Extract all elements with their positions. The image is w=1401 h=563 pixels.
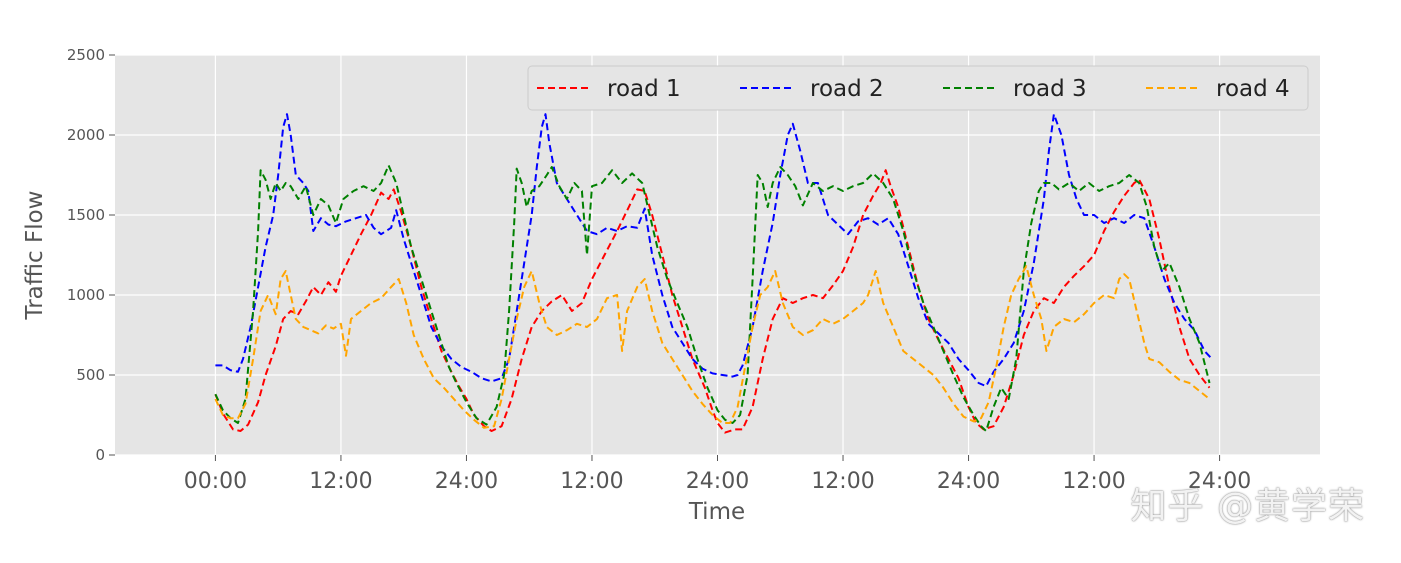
legend-label: road 3 xyxy=(1013,76,1087,102)
y-axis-label: Traffic Flow xyxy=(22,191,48,321)
x-tick-label: 24:00 xyxy=(937,469,1000,494)
y-tick-label: 2500 xyxy=(67,46,105,64)
x-tick-label: 24:00 xyxy=(1188,469,1251,494)
legend-box xyxy=(527,65,1309,111)
legend-label: road 2 xyxy=(810,76,884,102)
series-line-road-2 xyxy=(215,113,1213,388)
x-tick-label: 24:00 xyxy=(435,469,498,494)
x-tick-label: 12:00 xyxy=(1062,469,1125,494)
y-tick-label: 1500 xyxy=(67,206,105,224)
x-tick-label: 00:00 xyxy=(184,469,247,494)
legend: road 1 road 2 road 3 road 4 xyxy=(527,65,1309,111)
x-tick-label: 12:00 xyxy=(560,469,623,494)
x-axis: 00:00 12:00 24:00 12:00 24:00 12:00 24:00 12:00… xyxy=(184,455,1251,494)
series-line-road-1 xyxy=(214,169,1211,434)
y-axis: 0 500 1000 1500 2000 2500 xyxy=(67,46,115,464)
x-tick-label: 12:00 xyxy=(811,469,874,494)
series-layer xyxy=(214,113,1213,434)
watermark-text: 知乎 @黄学荣 xyxy=(1130,486,1365,527)
y-tick-label: 500 xyxy=(76,366,105,384)
x-axis-label: Time xyxy=(688,499,745,525)
series-line-road-3 xyxy=(214,164,1211,432)
series-line-road-4 xyxy=(214,265,1211,429)
x-tick-label: 12:00 xyxy=(309,469,372,494)
y-tick-label: 1000 xyxy=(67,286,105,304)
legend-label: road 1 xyxy=(607,76,681,102)
y-tick-label: 0 xyxy=(95,446,105,464)
y-tick-label: 2000 xyxy=(67,126,105,144)
x-tick-label: 24:00 xyxy=(686,469,749,494)
legend-label: road 4 xyxy=(1216,76,1290,102)
grid xyxy=(115,54,1320,456)
